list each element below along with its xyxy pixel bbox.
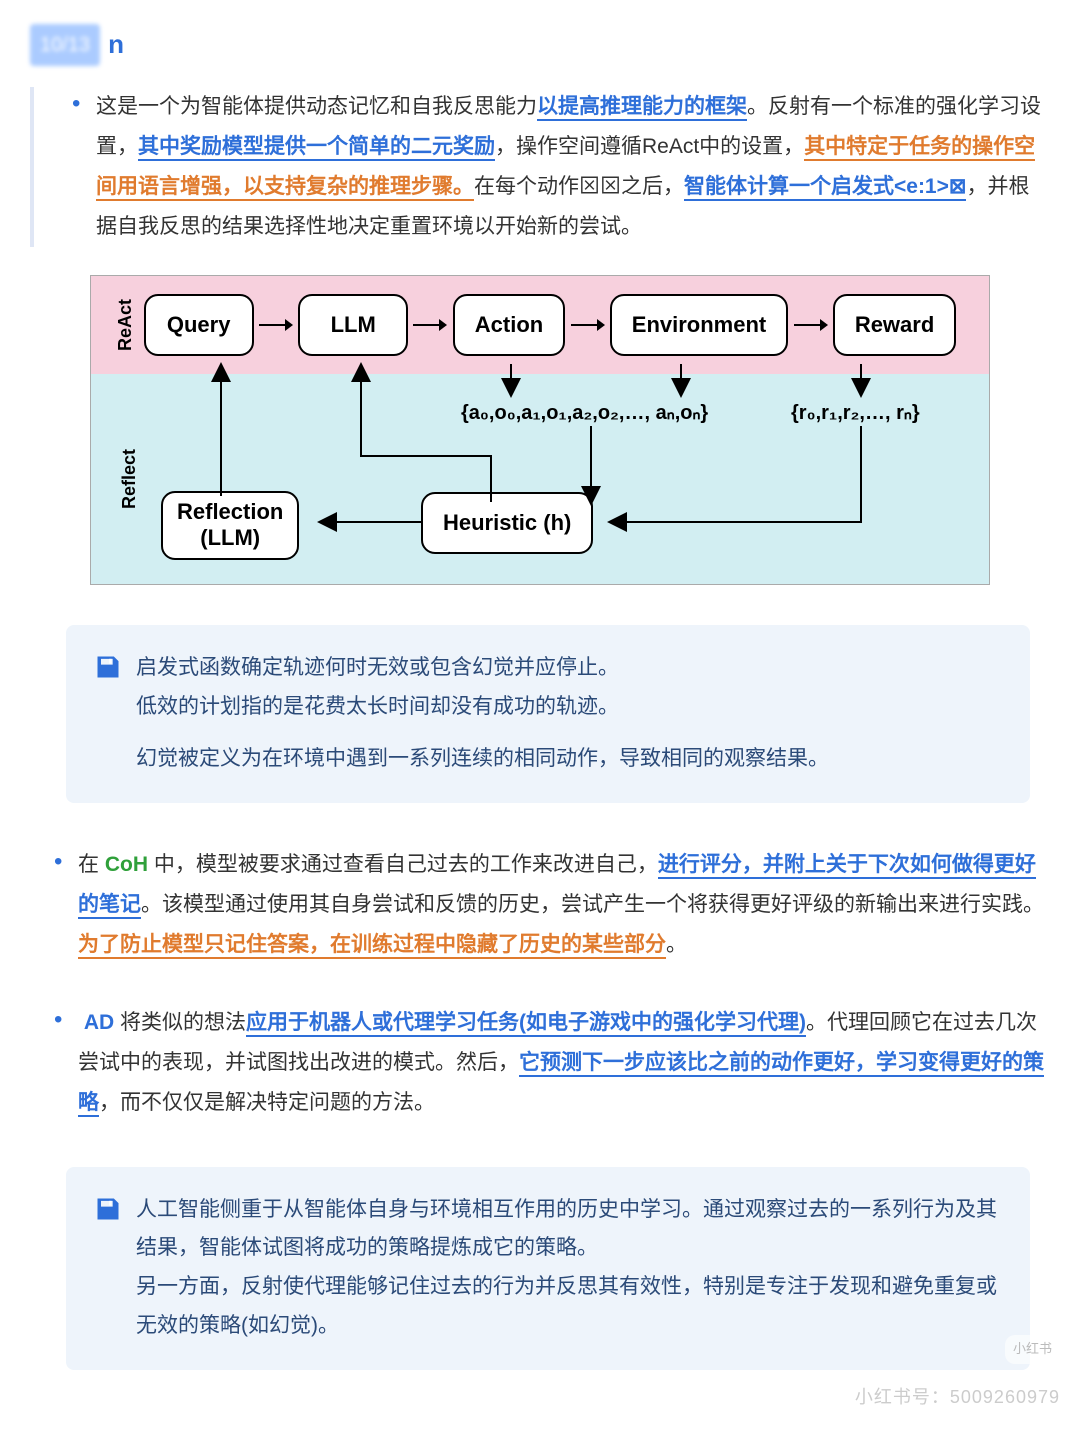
sequence-text: {a₀,o₀,a₁,o₁,a₂,o₂,…, aₙ,oₙ} [461,394,708,432]
note-line: 人工智能侧重于从智能体自身与环境相互作用的历史中学习。通过观察过去的一系列行为及… [136,1191,1002,1269]
rewards-text: {r₀,r₁,r₂,…, rₙ} [791,394,920,432]
text: 。该模型通过使用其自身尝试和反馈的历史，尝试产生一个将获得更好评级的新输出来进行… [141,893,1044,916]
header-suffix: n [108,20,124,69]
text: 这是一个为智能体提供动态记忆和自我反思能力 [96,95,537,118]
reflect-band: Reflect {a₀,o₀,a₁,o₁,a₂,o₂,…, aₙ,oₙ} {r₀… [91,374,989,584]
react-label: ReAct [108,299,142,351]
paragraph-coh: 在 CoH 中，模型被要求通过查看自己过去的工作来改进自己，进行评分，并附上关于… [50,845,1050,965]
text: 中，模型被要求通过查看自己过去的工作来改进自己， [148,853,658,876]
keyword-coh: CoH [105,853,148,876]
header: 10/13 n [30,20,1050,69]
react-band: ReAct Query LLM Action Environment Rewar… [91,276,989,374]
paragraph-reflection: 这是一个为智能体提供动态记忆和自我反思能力以提高推理能力的框架。反射有一个标准的… [68,87,1050,247]
note-line: 低效的计划指的是花费太长时间却没有成功的轨迹。 [136,688,1002,727]
keyword-ad: AD [84,1011,114,1034]
node-llm: LLM [298,294,408,356]
node-reflection: Reflection (LLM) [161,491,299,560]
text: 将类似的想法 [114,1011,246,1034]
reflect-label: Reflect [112,449,146,509]
save-icon [94,653,122,681]
highlight-blue: 以提高推理能力的框架 [537,95,747,121]
node-query: Query [144,294,254,356]
highlight-blue: 智能体计算一个启发式<e:1>⊠ [684,175,966,201]
note-line: 启发式函数确定轨迹何时无效或包含幻觉并应停止。 [136,649,619,688]
note-box-summary: 人工智能侧重于从智能体自身与环境相互作用的历史中学习。通过观察过去的一系列行为及… [66,1167,1030,1370]
text: 在 [78,853,105,876]
node-environment: Environment [610,294,788,356]
watermark-logo: 小红书 [1005,1335,1060,1364]
paragraph-ad: AD 将类似的想法应用于机器人或代理学习任务(如电子游戏中的强化学习代理)。代理… [50,1003,1050,1123]
watermark-id: 小红书号：5009260979 [855,1380,1060,1414]
note-line: 幻觉被定义为在环境中遇到一系列连续的相同动作，导致相同的观察结果。 [136,740,1002,779]
text: 在每个动作⊠⊠之后， [474,175,684,198]
highlight-blue: 应用于机器人或代理学习任务(如电子游戏中的强化学习代理) [246,1011,806,1037]
node-heuristic: Heuristic (h) [421,492,593,554]
save-icon [94,1195,122,1223]
architecture-diagram: ReAct Query LLM Action Environment Rewar… [90,275,990,585]
highlight-orange: 为了防止模型只记住答案，在训练过程中隐藏了历史的某些部分 [78,933,666,959]
text: ，而不仅仅是解决特定问题的方法。 [99,1091,435,1114]
node-reward: Reward [833,294,956,356]
note-box-heuristic: 启发式函数确定轨迹何时无效或包含幻觉并应停止。 低效的计划指的是花费太长时间却没… [66,625,1030,804]
node-action: Action [453,294,565,356]
page-counter-badge: 10/13 [30,24,100,66]
text: 。 [666,933,687,956]
text: ，操作空间遵循ReAct中的设置， [495,135,804,158]
highlight-blue: 其中奖励模型提供一个简单的二元奖励 [138,135,495,161]
note-line: 另一方面，反射使代理能够记住过去的行为并反思其有效性，特别是专注于发现和避免重复… [136,1268,1002,1346]
